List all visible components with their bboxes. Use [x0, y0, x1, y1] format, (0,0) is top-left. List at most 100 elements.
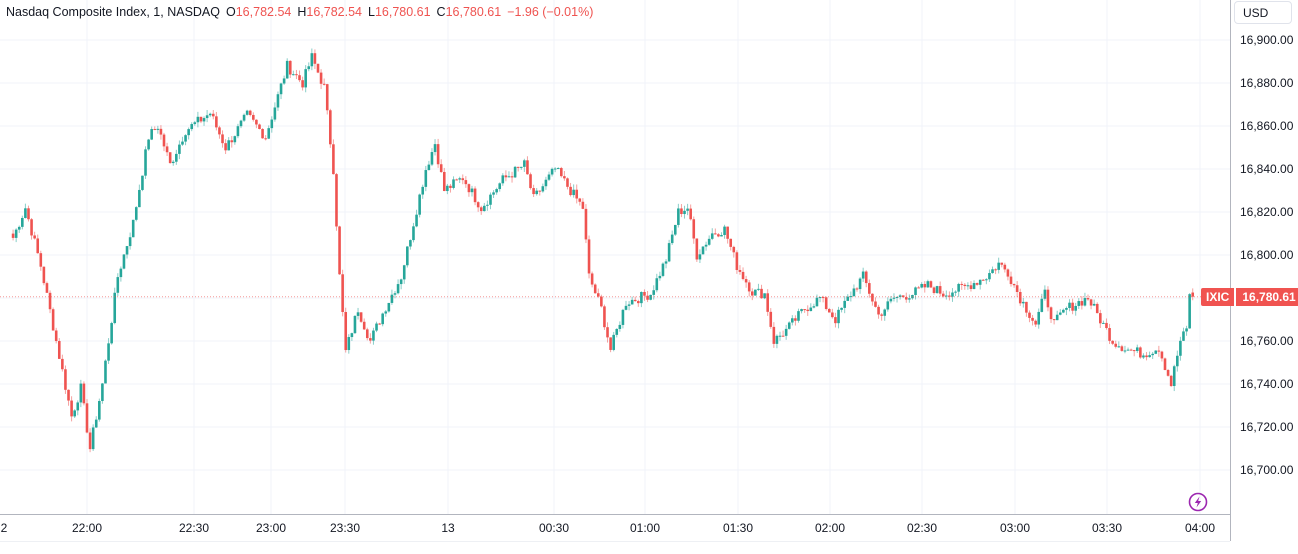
candle-down — [221, 130, 224, 148]
candle-down — [717, 233, 720, 238]
candle-down — [917, 285, 920, 289]
candle-up — [837, 306, 840, 329]
candle-up — [273, 102, 277, 122]
candle-up — [1102, 320, 1105, 324]
price-label: 16,880.00 — [1240, 76, 1294, 90]
price-scale-divider — [1230, 0, 1231, 541]
candle-down — [1006, 268, 1010, 281]
candle-up — [430, 148, 434, 167]
price-label: 16,700.00 — [1240, 463, 1294, 477]
candle-down — [1009, 271, 1013, 287]
candle-down — [606, 322, 609, 343]
candlestick-plot[interactable] — [0, 0, 1230, 514]
candle-down — [1012, 283, 1016, 288]
candle-down — [504, 170, 508, 182]
candle-down — [42, 266, 46, 286]
candle-up — [147, 138, 150, 151]
candle-down — [560, 166, 563, 178]
price-label: 16,900.00 — [1240, 33, 1294, 47]
candle-down — [584, 204, 588, 244]
candle-up — [393, 291, 397, 299]
candle-down — [1025, 301, 1028, 317]
candle-up — [141, 175, 144, 192]
candle-down — [1129, 348, 1133, 351]
candle-up — [1083, 292, 1087, 307]
candle-down — [461, 174, 465, 185]
candle-up — [76, 400, 80, 416]
time-label: 03:30 — [1091, 521, 1123, 535]
candle-up — [535, 188, 538, 196]
candle-down — [341, 269, 344, 317]
time-label: 22:00 — [71, 521, 103, 535]
candle-up — [501, 173, 505, 186]
candle-down — [442, 167, 446, 192]
candle-up — [883, 308, 887, 321]
candle-down — [963, 283, 967, 290]
candle-down — [1049, 306, 1053, 323]
candle-down — [159, 125, 163, 140]
candle-down — [48, 290, 52, 314]
candle-up — [245, 109, 249, 116]
candle-up — [307, 62, 311, 72]
candle-down — [880, 313, 883, 321]
candle-down — [319, 69, 323, 90]
candle-down — [33, 231, 36, 240]
price-label: 16,760.00 — [1240, 334, 1294, 348]
candle-up — [202, 116, 206, 126]
candle-down — [298, 70, 301, 83]
candle-down — [941, 290, 945, 298]
candle-down — [741, 267, 745, 281]
candle-up — [156, 125, 160, 134]
candle-down — [57, 338, 61, 359]
price-label: 16,740.00 — [1240, 377, 1294, 391]
candle-down — [821, 295, 825, 303]
candle-up — [131, 219, 135, 238]
time-label: 23:00 — [255, 521, 287, 535]
candle-up — [304, 65, 307, 93]
symbol-title[interactable]: Nasdaq Composite Index, 1, NASDAQ — [6, 5, 220, 19]
candle-up — [1092, 299, 1096, 307]
candle-down — [332, 139, 335, 175]
candle-down — [464, 176, 468, 188]
candle-down — [633, 296, 637, 302]
candle-down — [637, 299, 640, 307]
candle-down — [378, 322, 381, 325]
candle-up — [1185, 325, 1188, 336]
candle-down — [45, 281, 49, 293]
candle-down — [211, 109, 215, 120]
candle-up — [911, 294, 914, 300]
candle-down — [726, 226, 729, 244]
candle-up — [541, 183, 545, 193]
candle-down — [538, 190, 542, 196]
candle-down — [322, 78, 326, 86]
candle-down — [264, 135, 267, 141]
candle-up — [107, 338, 110, 364]
candle-down — [600, 294, 603, 308]
candle-up — [698, 249, 702, 264]
candle-up — [292, 70, 295, 76]
candle-down — [766, 289, 769, 316]
candle-up — [972, 280, 976, 290]
candle-up — [470, 185, 474, 197]
candle-down — [261, 128, 264, 139]
candle-down — [772, 322, 776, 348]
candle-down — [1163, 357, 1167, 371]
candle-down — [1120, 344, 1124, 352]
candle-down — [1071, 298, 1074, 315]
candle-down — [806, 305, 810, 316]
candle-up — [104, 359, 107, 384]
price-label: 16,840.00 — [1240, 162, 1294, 176]
candle-up — [486, 200, 489, 211]
candle-up — [446, 183, 449, 195]
candle-down — [82, 381, 86, 406]
candle-up — [24, 203, 27, 219]
candle-up — [612, 331, 615, 352]
candle-up — [1182, 327, 1185, 341]
lightning-icon[interactable] — [1188, 492, 1208, 512]
currency-button[interactable]: USD — [1234, 1, 1292, 24]
candle-up — [193, 120, 197, 126]
candle-down — [1034, 319, 1037, 327]
candle-down — [70, 396, 73, 422]
candle-up — [415, 209, 418, 228]
